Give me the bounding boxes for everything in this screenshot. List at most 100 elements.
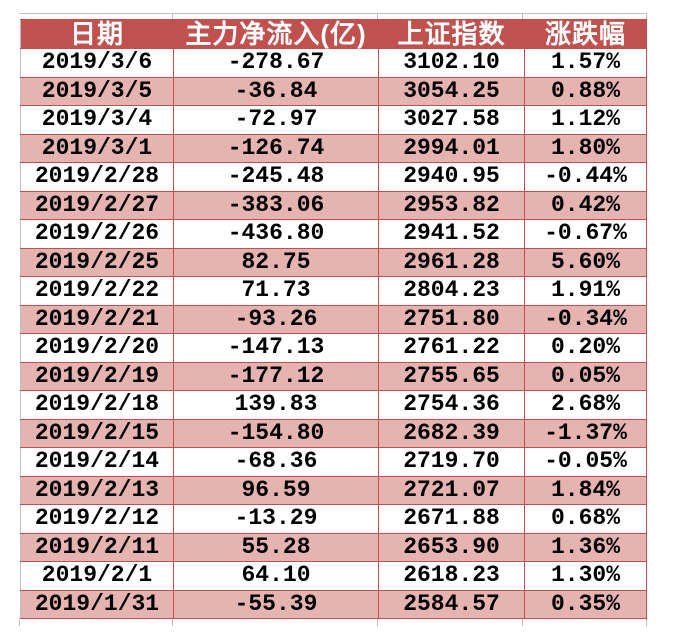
change-pct-cell: 0.42% bbox=[524, 190, 647, 220]
index-cell: 2953.82 bbox=[378, 190, 525, 220]
date-cell: 2019/2/25 bbox=[20, 247, 174, 277]
date-cell: 2019/3/1 bbox=[20, 133, 174, 163]
change-pct-cell: -0.34% bbox=[524, 304, 647, 334]
change-pct-cell: 0.68% bbox=[524, 504, 647, 534]
index-cell: 3054.25 bbox=[378, 76, 525, 106]
date-cell: 2019/3/5 bbox=[20, 76, 174, 106]
date-cell: 2019/2/28 bbox=[20, 162, 174, 192]
change-pct-cell: 0.20% bbox=[524, 333, 647, 363]
table-row: 2019/2/22 71.73 2804.23 1.91% bbox=[20, 276, 647, 306]
index-cell: 2804.23 bbox=[378, 276, 525, 306]
net-inflow-cell: -245.48 bbox=[173, 162, 379, 192]
index-cell: 2584.57 bbox=[378, 589, 525, 619]
gridline-tick bbox=[19, 619, 20, 626]
table-row: 2019/2/11 55.28 2653.90 1.36% bbox=[20, 532, 647, 562]
change-pct-cell: -0.67% bbox=[524, 219, 647, 249]
index-cell: 2754.36 bbox=[378, 390, 525, 420]
change-pct-cell: -0.05% bbox=[524, 447, 647, 477]
net-inflow-cell: -93.26 bbox=[173, 304, 379, 334]
date-cell: 2019/2/21 bbox=[20, 304, 174, 334]
date-cell: 2019/2/26 bbox=[20, 219, 174, 249]
gridline-tick bbox=[377, 13, 378, 20]
index-cell: 2940.95 bbox=[378, 162, 525, 192]
date-cell: 2019/2/11 bbox=[20, 532, 174, 562]
gridline-tick bbox=[522, 13, 523, 20]
column-header-date: 日期 bbox=[20, 19, 174, 49]
net-inflow-cell: -68.36 bbox=[173, 447, 379, 477]
table-body: 2019/3/6 -278.67 3102.10 1.57% 2019/3/5 -36.8… bbox=[20, 48, 647, 619]
index-cell: 2961.28 bbox=[378, 247, 525, 277]
change-pct-cell: 2.68% bbox=[524, 390, 647, 420]
column-header-change-pct: 涨跌幅 bbox=[524, 19, 647, 49]
table-row: 2019/2/15 -154.80 2682.39 -1.37% bbox=[20, 418, 647, 448]
net-inflow-cell: 55.28 bbox=[173, 532, 379, 562]
date-cell: 2019/1/31 bbox=[20, 589, 174, 619]
net-inflow-cell: -13.29 bbox=[173, 504, 379, 534]
change-pct-cell: 5.60% bbox=[524, 247, 647, 277]
gridline-tick bbox=[172, 619, 173, 626]
net-inflow-cell: -383.06 bbox=[173, 190, 379, 220]
net-inflow-cell: -436.80 bbox=[173, 219, 379, 249]
change-pct-cell: 1.80% bbox=[524, 133, 647, 163]
change-pct-cell: -0.44% bbox=[524, 162, 647, 192]
column-header-index: 上证指数 bbox=[378, 19, 525, 49]
table-row: 2019/3/4 -72.97 3027.58 1.12% bbox=[20, 105, 647, 135]
net-inflow-cell: 139.83 bbox=[173, 390, 379, 420]
date-cell: 2019/2/19 bbox=[20, 361, 174, 391]
table-row: 2019/1/31 -55.39 2584.57 0.35% bbox=[20, 589, 647, 619]
change-pct-cell: 1.91% bbox=[524, 276, 647, 306]
table-row: 2019/2/21 -93.26 2751.80 -0.34% bbox=[20, 304, 647, 334]
index-cell: 2719.70 bbox=[378, 447, 525, 477]
net-inflow-cell: -72.97 bbox=[173, 105, 379, 135]
change-pct-cell: 0.88% bbox=[524, 76, 647, 106]
net-inflow-cell: -278.67 bbox=[173, 48, 379, 78]
index-cell: 2941.52 bbox=[378, 219, 525, 249]
table-row: 2019/3/1 -126.74 2994.01 1.80% bbox=[20, 133, 647, 163]
table-row: 2019/2/27 -383.06 2953.82 0.42% bbox=[20, 190, 647, 220]
table-row: 2019/3/6 -278.67 3102.10 1.57% bbox=[20, 48, 647, 78]
change-pct-cell: 1.12% bbox=[524, 105, 647, 135]
index-cell: 2751.80 bbox=[378, 304, 525, 334]
index-cell: 2761.22 bbox=[378, 333, 525, 363]
change-pct-cell: 1.84% bbox=[524, 475, 647, 505]
table-row: 2019/2/18 139.83 2754.36 2.68% bbox=[20, 390, 647, 420]
net-inflow-cell: -126.74 bbox=[173, 133, 379, 163]
index-cell: 3027.58 bbox=[378, 105, 525, 135]
net-inflow-cell: 71.73 bbox=[173, 276, 379, 306]
date-cell: 2019/2/1 bbox=[20, 561, 174, 591]
table-row: 2019/2/25 82.75 2961.28 5.60% bbox=[20, 247, 647, 277]
date-cell: 2019/2/18 bbox=[20, 390, 174, 420]
index-cell: 2755.65 bbox=[378, 361, 525, 391]
gridline-tick bbox=[172, 13, 173, 20]
table-row: 2019/2/26 -436.80 2941.52 -0.67% bbox=[20, 219, 647, 249]
change-pct-cell: 1.36% bbox=[524, 532, 647, 562]
table-row: 2019/3/5 -36.84 3054.25 0.88% bbox=[20, 76, 647, 106]
index-cell: 2994.01 bbox=[378, 133, 525, 163]
column-header-net-inflow: 主力净流入(亿) bbox=[173, 19, 379, 49]
net-inflow-cell: 82.75 bbox=[173, 247, 379, 277]
table-row: 2019/2/12 -13.29 2671.88 0.68% bbox=[20, 504, 647, 534]
date-cell: 2019/2/20 bbox=[20, 333, 174, 363]
change-pct-cell: 1.30% bbox=[524, 561, 647, 591]
table-row: 2019/2/14 -68.36 2719.70 -0.05% bbox=[20, 447, 647, 477]
date-cell: 2019/2/27 bbox=[20, 190, 174, 220]
change-pct-cell: 0.05% bbox=[524, 361, 647, 391]
net-inflow-cell: 96.59 bbox=[173, 475, 379, 505]
table-row: 2019/2/20 -147.13 2761.22 0.20% bbox=[20, 333, 647, 363]
table-row: 2019/2/28 -245.48 2940.95 -0.44% bbox=[20, 162, 647, 192]
date-cell: 2019/3/6 bbox=[20, 48, 174, 78]
date-cell: 2019/2/14 bbox=[20, 447, 174, 477]
date-cell: 2019/2/15 bbox=[20, 418, 174, 448]
gridline-tick bbox=[522, 619, 523, 626]
index-cell: 2682.39 bbox=[378, 418, 525, 448]
stock-flow-table: 日期 主力净流入(亿) 上证指数 涨跌幅 2019/3/6 -278.67 3102.10… bbox=[20, 19, 647, 619]
net-inflow-cell: -55.39 bbox=[173, 589, 379, 619]
gridline-tick bbox=[646, 619, 647, 626]
gridline-tick bbox=[646, 13, 647, 20]
date-cell: 2019/2/22 bbox=[20, 276, 174, 306]
gridline-top bbox=[19, 13, 647, 14]
index-cell: 2653.90 bbox=[378, 532, 525, 562]
date-cell: 2019/3/4 bbox=[20, 105, 174, 135]
change-pct-cell: 1.57% bbox=[524, 48, 647, 78]
